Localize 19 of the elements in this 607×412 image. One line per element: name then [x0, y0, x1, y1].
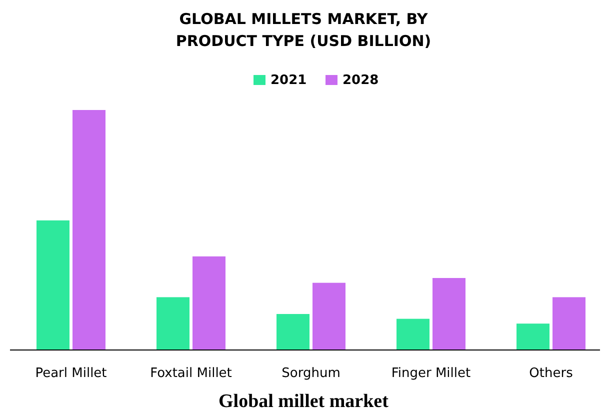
- bar: [276, 314, 310, 350]
- x-tick-label: Foxtail Millet: [150, 366, 232, 381]
- x-tick-label: Pearl Millet: [35, 366, 107, 381]
- legend-label: 2021: [270, 73, 307, 88]
- bar: [516, 324, 550, 350]
- text: Global millet market: [218, 391, 390, 412]
- bar: [156, 297, 190, 350]
- bar: [312, 282, 346, 350]
- bar: [192, 256, 226, 350]
- x-tick-label: Sorghum: [282, 366, 340, 381]
- bar: [36, 220, 70, 350]
- x-tick-label: Finger Millet: [391, 366, 471, 381]
- bar: [72, 110, 106, 350]
- bar: [432, 278, 466, 350]
- bar: [552, 297, 586, 350]
- chart-title: GLOBAL MILLETS MARKET, BY PRODUCT TYPE (USD BILLION): [176, 10, 432, 50]
- x-tick-label: Others: [529, 366, 574, 381]
- bar: [396, 318, 430, 350]
- legend-label: 2028: [342, 73, 379, 88]
